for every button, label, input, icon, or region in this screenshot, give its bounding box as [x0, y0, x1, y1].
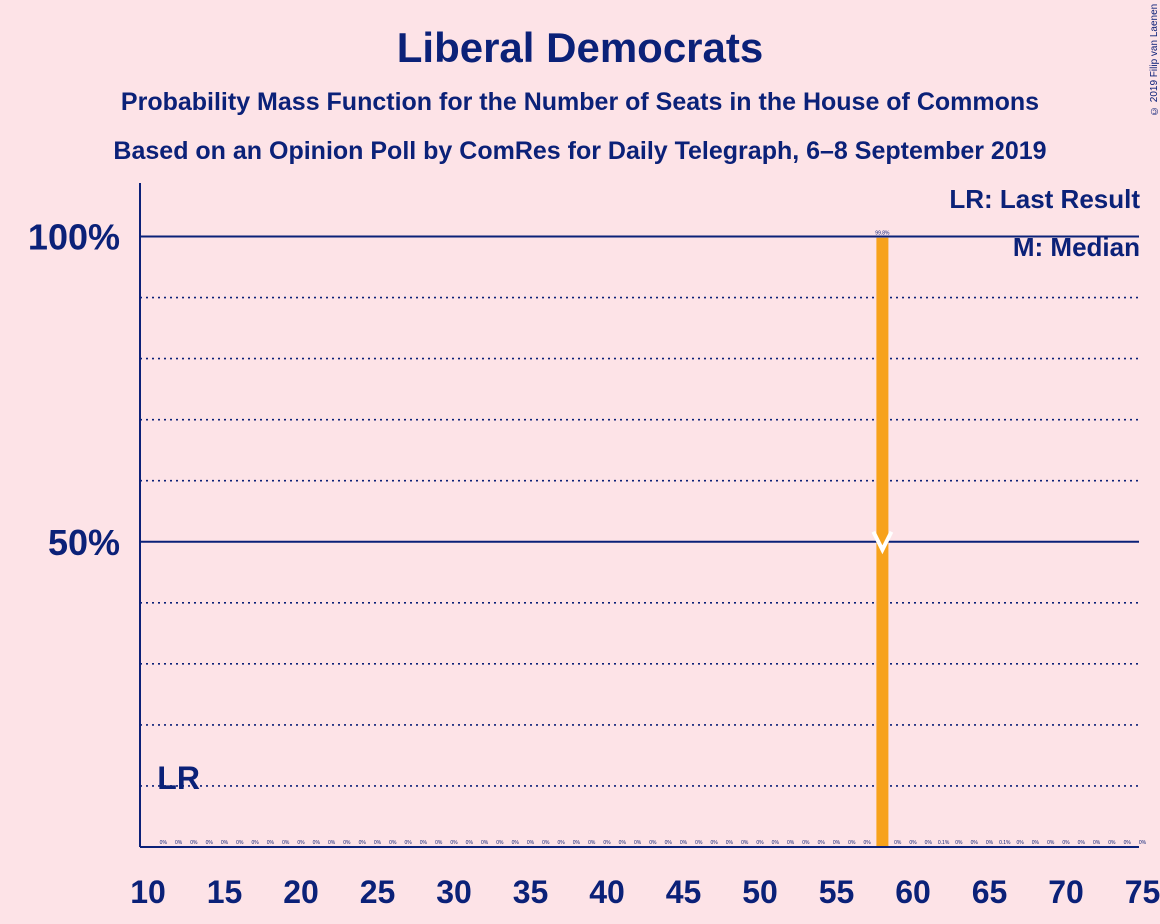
x-tick-label: 15 [207, 874, 243, 910]
bar-value-label: 0% [466, 840, 474, 846]
bar-value-label: 0.1% [999, 840, 1011, 846]
bar-value-label: 99.8% [875, 231, 890, 237]
bar-seat-58 [876, 237, 889, 847]
bar-value-label: 0.1% [938, 840, 950, 846]
bar-value-label: 0% [1093, 840, 1101, 846]
bar-value-label: 0% [328, 840, 336, 846]
x-tick-label: 75 [1125, 874, 1160, 910]
bar-value-label: 0% [527, 840, 535, 846]
bar-value-labels: 0% 0% 0% 0% 0% 0% 0% 0% 0% 0% 0% 0% 0% 0% 0% 0% 0% 0% 0% 0%… [160, 231, 1147, 846]
bar-value-label: 0% [221, 840, 229, 846]
x-tick-label: 25 [360, 874, 396, 910]
bar-value-label: 0% [374, 840, 382, 846]
bar-value-label: 0% [404, 840, 412, 846]
bar-value-label: 0% [313, 840, 321, 846]
bar-value-label: 0% [695, 840, 703, 846]
bar-value-label: 0% [787, 840, 795, 846]
bar-value-label: 0% [1139, 840, 1147, 846]
bar-value-label: 0% [741, 840, 749, 846]
bar-value-label: 0% [542, 840, 550, 846]
x-tick-label: 70 [1048, 874, 1084, 910]
bar-value-label: 0% [894, 840, 902, 846]
bar-value-label: 0% [175, 840, 183, 846]
bar-value-label: 0% [649, 840, 657, 846]
bar-value-label: 0% [680, 840, 688, 846]
bar-value-label: 0% [420, 840, 428, 846]
bar-value-label: 0% [343, 840, 351, 846]
x-tick-label: 40 [589, 874, 625, 910]
bar-value-label: 0% [1124, 840, 1132, 846]
x-tick-label: 30 [436, 874, 472, 910]
bar-value-label: 0% [818, 840, 826, 846]
bar-value-label: 0% [1062, 840, 1070, 846]
legend-last-result: LR: Last Result [949, 184, 1140, 214]
bar-value-label: 0% [450, 840, 458, 846]
bar-value-label: 0% [802, 840, 810, 846]
bar-value-label: 0% [726, 840, 734, 846]
bar-value-label: 0% [267, 840, 275, 846]
bar-value-label: 0% [955, 840, 963, 846]
bar-value-label: 0% [251, 840, 259, 846]
y-tick-label: 100% [28, 217, 120, 258]
bar-value-label: 0% [634, 840, 642, 846]
bar-value-label: 0% [1032, 840, 1040, 846]
last-result-label: LR [157, 760, 200, 796]
bar-value-label: 0% [557, 840, 565, 846]
bar-value-label: 0% [512, 840, 520, 846]
chart-subtitle: Probability Mass Function for the Number… [120, 88, 1040, 116]
bar-value-label: 0% [389, 840, 397, 846]
x-tick-label: 65 [972, 874, 1008, 910]
bar-value-label: 0% [481, 840, 489, 846]
y-tick-label: 50% [48, 522, 120, 563]
bar-value-label: 0% [925, 840, 933, 846]
bar-value-label: 0% [833, 840, 841, 846]
x-tick-label: 55 [819, 874, 855, 910]
bar-value-label: 0% [971, 840, 979, 846]
x-tick-label: 35 [513, 874, 549, 910]
bar-value-label: 0% [848, 840, 856, 846]
bar-value-label: 0% [909, 840, 917, 846]
bars [876, 237, 889, 847]
bar-value-label: 0% [1108, 840, 1116, 846]
x-tick-label: 50 [742, 874, 778, 910]
markers: LR [157, 530, 894, 796]
x-tick-label: 60 [895, 874, 931, 910]
x-tick-label: 20 [283, 874, 319, 910]
bar-value-label: 0% [160, 840, 168, 846]
grid-lines [140, 235, 1139, 787]
bar-value-label: 0% [236, 840, 244, 846]
bar-value-label: 0% [756, 840, 764, 846]
bar-value-label: 0% [588, 840, 596, 846]
bar-value-label: 0% [603, 840, 611, 846]
bar-value-label: 0% [359, 840, 367, 846]
bar-value-label: 0% [772, 840, 780, 846]
bar-value-label: 0% [863, 840, 871, 846]
bar-value-label: 0% [665, 840, 673, 846]
bar-value-label: 0% [496, 840, 504, 846]
bar-value-label: 0% [1078, 840, 1086, 846]
axes: 50% 100% 10 15 20 25 30 35 40 45 50 55 60 65 70 75 [28, 183, 1160, 910]
x-tick-label: 10 [130, 874, 166, 910]
bar-value-label: 0% [435, 840, 443, 846]
bar-value-label: 0% [297, 840, 305, 846]
bar-value-label: 0% [190, 840, 198, 846]
x-tick-label: 45 [666, 874, 702, 910]
bar-value-label: 0% [206, 840, 214, 846]
bar-value-label: 0% [282, 840, 290, 846]
bar-value-label: 0% [1016, 840, 1024, 846]
bar-value-label: 0% [619, 840, 627, 846]
chart-title: Liberal Democrats [396, 24, 764, 71]
bar-value-label: 0% [986, 840, 994, 846]
chart-source-line: Based on an Opinion Poll by ComRes for D… [113, 137, 1047, 165]
median-marker [871, 530, 894, 555]
bar-value-label: 0% [1047, 840, 1055, 846]
bar-value-label: 0% [573, 840, 581, 846]
bar-value-label: 0% [710, 840, 718, 846]
